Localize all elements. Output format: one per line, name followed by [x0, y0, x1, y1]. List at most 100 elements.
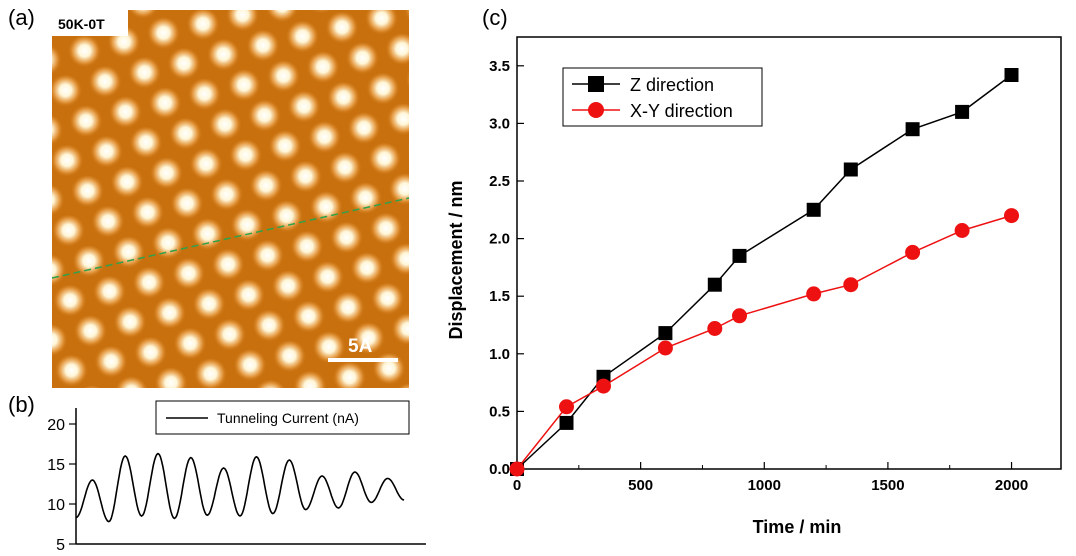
atom-spot	[310, 261, 345, 296]
z-direction-point	[955, 104, 970, 119]
z-direction-point	[707, 277, 722, 292]
y-tick-label: 1.0	[489, 346, 510, 363]
z-direction-point	[1004, 68, 1019, 82]
x-tick-label: 1000	[748, 477, 781, 494]
xy-direction-line	[516, 214, 1012, 470]
atom-spot	[329, 222, 364, 256]
atom-spot	[227, 69, 261, 104]
atom-spot	[410, 274, 444, 308]
atom-spot	[307, 121, 342, 156]
z-direction-line	[516, 74, 1012, 470]
atom-spot	[348, 182, 383, 217]
y-tick-label: 1.5	[489, 288, 510, 305]
atom-spot	[312, 331, 346, 366]
atom-spot	[52, 215, 86, 249]
atom-spot	[272, 340, 307, 375]
z-direction-point	[843, 162, 858, 177]
atom-spot	[173, 328, 207, 362]
x-tick-label: 2000	[995, 477, 1028, 494]
xy-direction-point	[732, 308, 747, 324]
atom-spot	[269, 200, 304, 235]
atom-spot	[149, 157, 184, 192]
atom-spot	[206, 39, 241, 73]
atom-spot	[345, 42, 380, 77]
atom-spot	[271, 270, 305, 305]
atom-spot	[366, 73, 400, 107]
atom-spot	[186, 10, 220, 43]
xy-direction-point	[806, 286, 822, 302]
atom-spot	[249, 170, 283, 204]
atom-spot	[52, 184, 65, 219]
x-axis-title: Time / min	[753, 517, 842, 537]
atom-spot	[293, 371, 327, 388]
y-tick-label: 10	[47, 497, 65, 514]
atom-spot	[386, 103, 409, 138]
y-tick-label: 0.0	[489, 461, 510, 478]
atom-spot	[268, 130, 302, 165]
legend-z-label: Z direction	[630, 75, 714, 95]
panel-b-label: (b)	[8, 392, 35, 417]
atom-spot	[332, 362, 367, 388]
xy-direction-point	[843, 277, 859, 293]
atom-spot	[225, 10, 260, 34]
atom-spot	[170, 188, 204, 222]
y-tick-label: 5	[56, 537, 65, 551]
atom-spot	[108, 96, 143, 131]
line-cut	[51, 197, 410, 279]
atom-spot	[151, 227, 185, 262]
y-tick-label: 2.0	[489, 231, 510, 248]
atom-spot	[266, 60, 301, 95]
atom-spot	[288, 161, 323, 195]
atom-spot	[193, 358, 228, 388]
z-direction-point	[559, 415, 574, 430]
xy-direction-point	[559, 399, 574, 415]
atom-spot	[152, 297, 187, 332]
stm-image: 50K-0T 5A	[51, 10, 444, 388]
atom-spot	[265, 10, 299, 25]
condition-label-box	[52, 10, 128, 36]
xy-direction-point	[509, 461, 525, 477]
atom-spot	[250, 240, 285, 274]
y-axis-title: Displacement / nm	[446, 180, 466, 339]
y-tick-label: 0.5	[489, 403, 510, 420]
atom-spot	[192, 288, 226, 323]
panel-a-label: (a)	[8, 5, 35, 30]
x-tick-label: 1500	[871, 477, 904, 494]
y-tick-label: 15	[47, 457, 65, 474]
y-tick-label: 20	[47, 417, 65, 434]
atom-spot	[230, 209, 264, 244]
atom-spot	[53, 285, 87, 319]
atom-spot	[52, 254, 67, 289]
atom-spot	[148, 87, 182, 122]
legend-xy-marker	[588, 102, 604, 118]
atom-spot	[391, 313, 409, 348]
atom-spot	[370, 283, 405, 317]
atom-spot	[52, 115, 64, 148]
atom-spot	[110, 166, 144, 201]
xy-direction-point	[657, 340, 673, 356]
atom-spot	[367, 143, 402, 177]
atom-spot	[256, 380, 285, 388]
atom-spot	[408, 216, 409, 226]
panel-c-label: (c)	[482, 5, 508, 30]
atom-spot	[247, 100, 282, 134]
displacement-plot: 0 500 1000 1500 2000 0.0 0.5 1.0 1.5 2.0 2.5 3.0 3.5…	[446, 36, 1062, 537]
atom-spot	[111, 236, 146, 271]
tunneling-current-curve	[76, 452, 405, 523]
legend-label: Tunneling Current (nA)	[217, 410, 359, 426]
z-direction-point	[732, 248, 747, 263]
atom-spot	[350, 252, 384, 287]
atom-spot	[133, 337, 168, 371]
scale-bar-label: 5A	[348, 336, 373, 357]
atom-spot	[208, 109, 242, 143]
atom-spot	[91, 206, 125, 240]
atom-spot	[388, 173, 409, 208]
atom-spot	[54, 355, 89, 388]
atom-spot	[309, 191, 343, 226]
atom-spot	[331, 292, 365, 326]
xy-direction-point	[1004, 208, 1019, 224]
xy-direction-point	[707, 321, 723, 336]
y-tick-label: 3.0	[489, 115, 510, 132]
atom-spot	[287, 91, 321, 125]
